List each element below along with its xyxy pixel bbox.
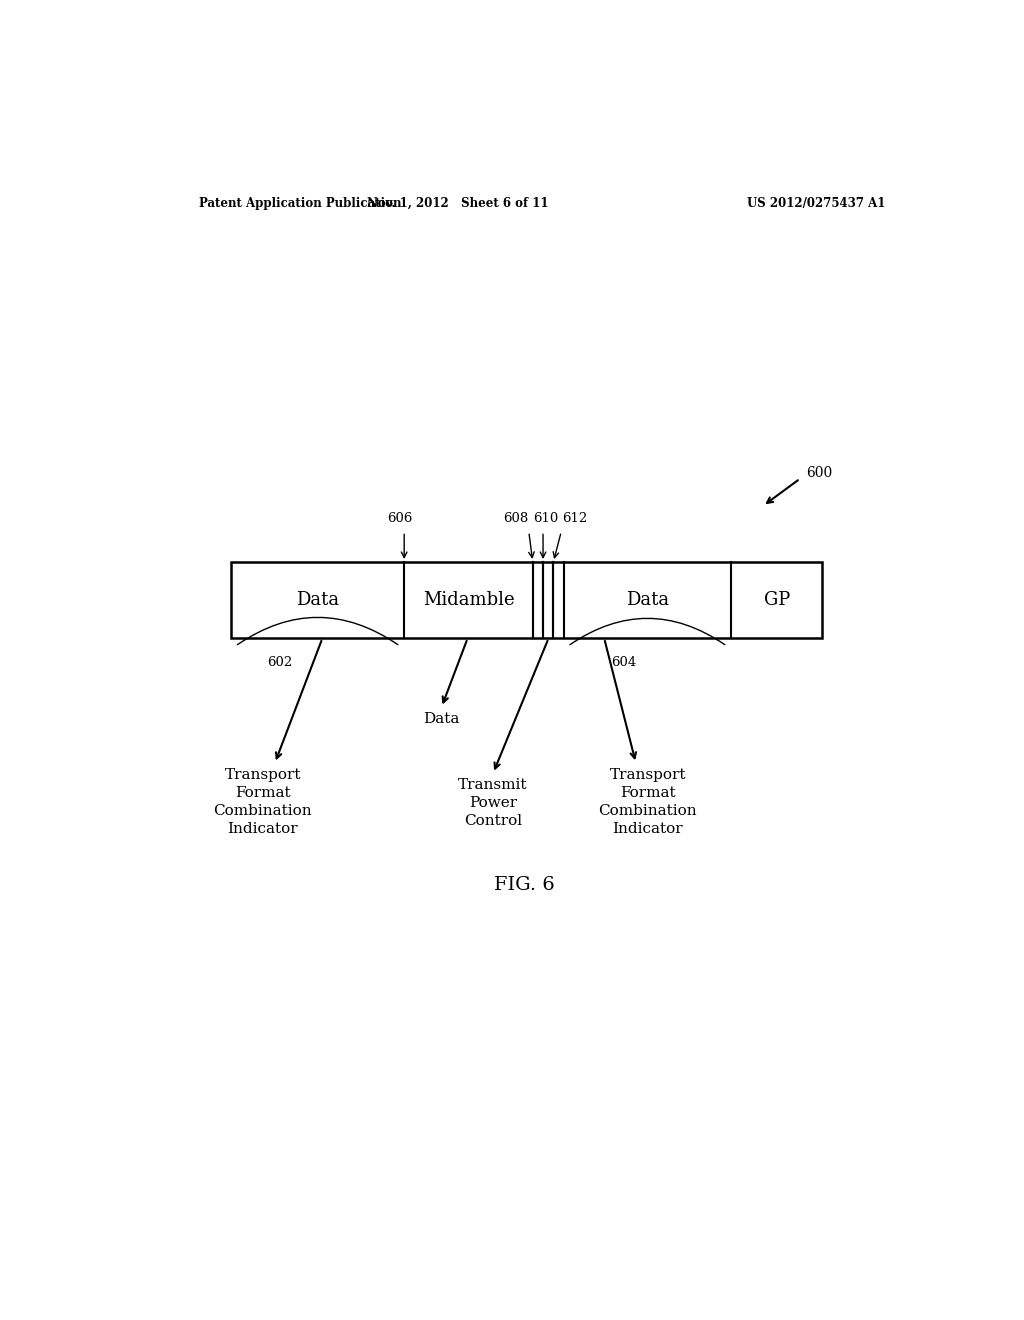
Text: FIG. 6: FIG. 6 — [495, 876, 555, 894]
Text: GP: GP — [764, 591, 790, 609]
Text: 606: 606 — [387, 512, 413, 525]
Text: Data: Data — [626, 591, 669, 609]
Text: 604: 604 — [611, 656, 637, 669]
Text: Nov. 1, 2012   Sheet 6 of 11: Nov. 1, 2012 Sheet 6 of 11 — [367, 197, 548, 210]
Text: Data: Data — [423, 713, 460, 726]
Text: US 2012/0275437 A1: US 2012/0275437 A1 — [748, 197, 886, 210]
Text: Transport
Format
Combination
Indicator: Transport Format Combination Indicator — [598, 768, 697, 836]
Text: Patent Application Publication: Patent Application Publication — [200, 197, 402, 210]
Text: 610: 610 — [532, 512, 558, 525]
Text: Data: Data — [296, 591, 339, 609]
Bar — [231, 562, 822, 638]
Text: 612: 612 — [562, 512, 588, 525]
Text: Transmit
Power
Control: Transmit Power Control — [459, 779, 527, 828]
Text: Transport
Format
Combination
Indicator: Transport Format Combination Indicator — [214, 768, 312, 836]
Text: 600: 600 — [807, 466, 833, 480]
Text: 608: 608 — [503, 512, 528, 525]
Text: Midamble: Midamble — [423, 591, 514, 609]
Text: 602: 602 — [267, 656, 292, 669]
